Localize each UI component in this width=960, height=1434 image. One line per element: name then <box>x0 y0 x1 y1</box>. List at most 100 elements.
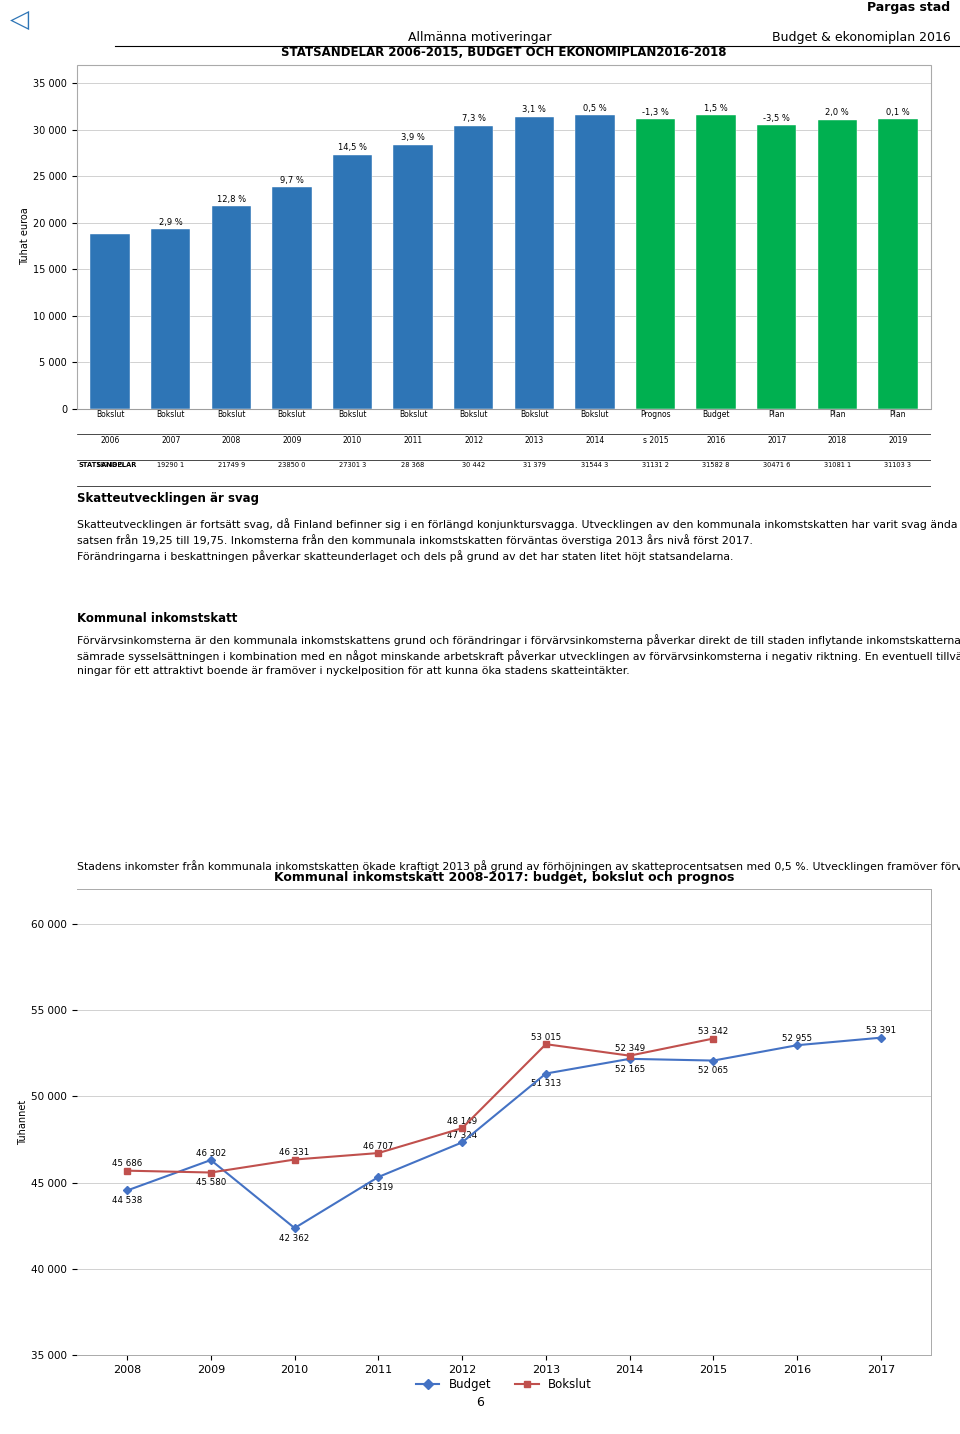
Text: 28 368: 28 368 <box>401 462 424 469</box>
Text: 2006: 2006 <box>101 436 120 446</box>
Text: 52 349: 52 349 <box>614 1044 645 1053</box>
Text: 46 331: 46 331 <box>279 1149 310 1157</box>
Text: STATSANDELAR: STATSANDELAR <box>79 462 137 469</box>
Text: s 2015: s 2015 <box>642 436 668 446</box>
Text: 2008: 2008 <box>222 436 241 446</box>
Text: Pargas stad: Pargas stad <box>867 1 950 14</box>
Text: 2017: 2017 <box>767 436 786 446</box>
Text: 31081 1: 31081 1 <box>824 462 851 469</box>
Text: 14,5 %: 14,5 % <box>338 143 367 152</box>
Text: Skatteutvecklingen är svag: Skatteutvecklingen är svag <box>77 492 259 505</box>
Bar <box>151 229 190 409</box>
Text: 2012: 2012 <box>464 436 483 446</box>
Bar <box>636 119 675 409</box>
Text: 44 538: 44 538 <box>112 1196 142 1206</box>
Text: 47 324: 47 324 <box>447 1131 477 1140</box>
Text: 27301 3: 27301 3 <box>339 462 366 469</box>
Text: -3,5 %: -3,5 % <box>763 113 790 123</box>
Text: 46 707: 46 707 <box>363 1141 394 1150</box>
Text: Budget: Budget <box>703 410 730 419</box>
Text: -1,3 %: -1,3 % <box>642 108 669 116</box>
Text: 52 955: 52 955 <box>782 1034 812 1043</box>
Legend: Budget, Bokslut: Budget, Bokslut <box>411 1374 597 1395</box>
Text: 19290 1: 19290 1 <box>157 462 184 469</box>
Text: Prognos: Prognos <box>640 410 671 419</box>
Bar <box>273 186 312 409</box>
Text: 2010: 2010 <box>343 436 362 446</box>
Text: 31131 2: 31131 2 <box>642 462 669 469</box>
Text: Plan: Plan <box>768 410 785 419</box>
Text: Bokslut: Bokslut <box>156 410 185 419</box>
Text: 2,0 %: 2,0 % <box>826 108 850 118</box>
Text: 52 165: 52 165 <box>614 1064 645 1074</box>
Text: 2014: 2014 <box>586 436 605 446</box>
Text: Skatteutvecklingen är fortsätt svag, då Finland befinner sig i en förlängd konju: Skatteutvecklingen är fortsätt svag, då … <box>77 518 960 562</box>
Text: 2007: 2007 <box>161 436 180 446</box>
Y-axis label: Tuhat euroa: Tuhat euroa <box>20 208 31 265</box>
Text: Bokslut: Bokslut <box>520 410 548 419</box>
Text: Bokslut: Bokslut <box>277 410 306 419</box>
Text: 30471 6: 30471 6 <box>763 462 790 469</box>
Text: 7,3 %: 7,3 % <box>462 115 486 123</box>
Text: 3,1 %: 3,1 % <box>522 106 546 115</box>
Text: Bokslut: Bokslut <box>460 410 488 419</box>
Text: 0,5 %: 0,5 % <box>583 103 607 113</box>
Text: 31 379: 31 379 <box>523 462 545 469</box>
Text: 18748 5: 18748 5 <box>96 462 124 469</box>
Text: Bokslut: Bokslut <box>217 410 246 419</box>
Text: 6: 6 <box>476 1395 484 1410</box>
Text: 3,9 %: 3,9 % <box>401 133 425 142</box>
Text: 51 313: 51 313 <box>531 1080 561 1088</box>
Text: 12,8 %: 12,8 % <box>217 195 246 204</box>
Bar <box>77 65 931 409</box>
Bar <box>394 145 433 409</box>
Bar <box>454 126 493 409</box>
Text: 52 065: 52 065 <box>698 1067 729 1076</box>
Text: 53 015: 53 015 <box>531 1032 561 1041</box>
Text: 45 580: 45 580 <box>196 1179 226 1187</box>
Text: Kommunal inkomstskatt: Kommunal inkomstskatt <box>77 612 237 625</box>
Text: Bokslut: Bokslut <box>581 410 610 419</box>
Text: 1,5 %: 1,5 % <box>705 103 728 113</box>
Y-axis label: Tuhannet: Tuhannet <box>18 1100 28 1144</box>
Text: Bokslut: Bokslut <box>398 410 427 419</box>
Text: Allmänna motiveringar: Allmänna motiveringar <box>408 30 552 43</box>
Text: 2013: 2013 <box>525 436 544 446</box>
Text: Budget & ekonomiplan 2016: Budget & ekonomiplan 2016 <box>772 30 950 43</box>
Text: 9,7 %: 9,7 % <box>280 175 304 185</box>
Bar <box>333 155 372 409</box>
Text: Stadens inkomster från kommunala inkomstskatten ökade kraftigt 2013 på grund av : Stadens inkomster från kommunala inkomst… <box>77 860 960 872</box>
Bar <box>515 116 554 409</box>
Bar <box>696 115 735 409</box>
Text: 45 686: 45 686 <box>112 1159 142 1169</box>
Text: 23850 0: 23850 0 <box>278 462 305 469</box>
Text: 45 319: 45 319 <box>363 1183 394 1192</box>
Title: STATSANDELAR 2006-2015, BUDGET OCH EKONOMIPLAN2016-2018: STATSANDELAR 2006-2015, BUDGET OCH EKONO… <box>281 46 727 59</box>
Text: 53 342: 53 342 <box>698 1027 729 1037</box>
Bar <box>757 125 797 409</box>
Text: 31582 8: 31582 8 <box>703 462 730 469</box>
Text: 46 302: 46 302 <box>196 1149 226 1157</box>
Title: Kommunal inkomstskatt 2008-2017: budget, bokslut och prognos: Kommunal inkomstskatt 2008-2017: budget,… <box>274 870 734 883</box>
Text: 53 391: 53 391 <box>866 1027 896 1035</box>
Text: 30 442: 30 442 <box>462 462 486 469</box>
Text: 2009: 2009 <box>282 436 301 446</box>
Text: ◁: ◁ <box>10 9 29 32</box>
Text: Plan: Plan <box>829 410 846 419</box>
Text: 2,9 %: 2,9 % <box>158 218 182 227</box>
Text: 2011: 2011 <box>403 436 422 446</box>
Bar <box>575 115 614 409</box>
Bar <box>90 234 130 409</box>
Text: Bokslut: Bokslut <box>338 410 367 419</box>
Text: 42 362: 42 362 <box>279 1233 310 1243</box>
Bar <box>211 206 251 409</box>
Text: Plan: Plan <box>890 410 906 419</box>
Bar <box>878 119 918 409</box>
Text: 48 149: 48 149 <box>447 1117 477 1126</box>
Text: 21749 9: 21749 9 <box>218 462 245 469</box>
Text: Förvärvsinkomsterna är den kommunala inkomstskattens grund och förändringar i fö: Förvärvsinkomsterna är den kommunala ink… <box>77 634 960 675</box>
Text: 31544 3: 31544 3 <box>581 462 609 469</box>
Bar <box>818 119 857 409</box>
Text: 2019: 2019 <box>888 436 907 446</box>
Text: 2018: 2018 <box>828 436 847 446</box>
